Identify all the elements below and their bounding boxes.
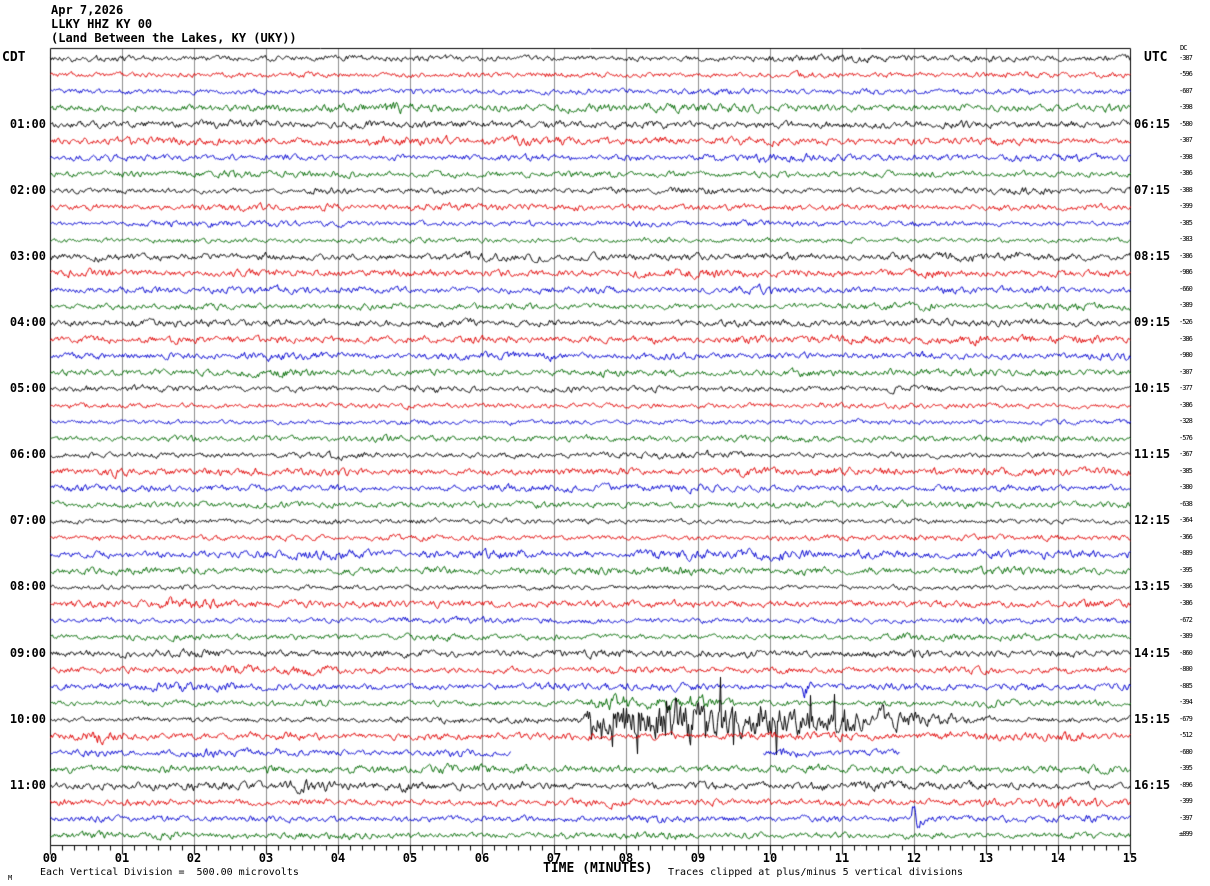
left-time-label: 07:00 <box>9 513 46 528</box>
dc-offset-value: -395 <box>1179 764 1193 773</box>
dc-offset-value: -638 <box>1179 499 1193 508</box>
dc-offset-value: -380 <box>1179 483 1193 492</box>
dc-offset-value: -388 <box>1179 185 1193 194</box>
dc-offset-value: -386 <box>1179 400 1193 409</box>
dc-offset-value: -672 <box>1179 615 1193 624</box>
x-axis-tick-label: 06 <box>474 851 490 865</box>
right-time-label: 11:15 <box>1134 447 1171 462</box>
x-axis-tick-label: 13 <box>978 851 994 865</box>
header-location: (Land Between the Lakes, KY (UKY)) <box>51 31 297 45</box>
right-time-label: 06:15 <box>1134 116 1171 131</box>
dc-offset-value: -386 <box>1179 598 1193 607</box>
right-time-label: 09:15 <box>1134 314 1171 329</box>
dc-offset-value: -398 <box>1179 152 1193 161</box>
dc-offset-value: -307 <box>1179 136 1193 145</box>
dc-offset-value: -367 <box>1179 450 1193 459</box>
left-time-label: 08:00 <box>9 579 46 594</box>
dc-offset-value: -389 <box>1179 632 1193 641</box>
left-time-label: 06:00 <box>9 447 46 462</box>
left-time-label: 09:00 <box>9 645 46 660</box>
dc-offset-value: ±899 <box>1179 830 1193 839</box>
dc-offset-value: -386 <box>1179 169 1193 178</box>
dc-offset-value: -328 <box>1179 417 1193 426</box>
dc-offset-value: -679 <box>1179 714 1193 723</box>
dc-offset-value: -395 <box>1179 565 1193 574</box>
x-axis-tick-label: 08 <box>618 851 634 865</box>
dc-offset-value: -889 <box>1179 549 1193 558</box>
x-axis-title: TIME (MINUTES) <box>543 861 653 876</box>
dc-offset-value: -885 <box>1179 681 1193 690</box>
left-time-label: 03:00 <box>9 248 46 263</box>
dc-column-header: DC <box>1180 44 1188 52</box>
right-time-label: 13:15 <box>1134 579 1171 594</box>
dc-offset-value: -364 <box>1179 516 1193 525</box>
dc-offset-value: -398 <box>1179 103 1193 112</box>
dc-offset-value: -397 <box>1179 813 1193 822</box>
right-time-label: 07:15 <box>1134 182 1171 197</box>
x-axis-tick-label: 09 <box>690 851 706 865</box>
dc-offset-value: -526 <box>1179 317 1193 326</box>
dc-offset-value: -860 <box>1179 648 1193 657</box>
dc-offset-value: -394 <box>1179 698 1193 707</box>
x-axis-tick-label: 14 <box>1050 851 1066 865</box>
dc-offset-value: -580 <box>1179 119 1193 128</box>
left-time-label: 01:00 <box>9 116 46 131</box>
dc-offset-value: -385 <box>1179 218 1193 227</box>
right-time-label: 14:15 <box>1134 645 1171 660</box>
dc-offset-value: -399 <box>1179 797 1193 806</box>
footer-clip-note: Traces clipped at plus/minus 5 vertical … <box>668 867 964 878</box>
dc-offset-value: -576 <box>1179 433 1193 442</box>
left-time-label: 05:00 <box>9 381 46 396</box>
dc-offset-value: -800 <box>1179 665 1193 674</box>
footer-tiny-mark: M <box>8 874 13 882</box>
dc-offset-value: -386 <box>1179 251 1193 260</box>
dc-offset-value: -307 <box>1179 367 1193 376</box>
right-time-label: 15:15 <box>1134 711 1171 726</box>
left-time-label: 02:00 <box>9 182 46 197</box>
dc-offset-value: -385 <box>1179 466 1193 475</box>
dc-offset-value: -399 <box>1179 202 1193 211</box>
right-time-label: 08:15 <box>1134 248 1171 263</box>
header-station: LLKY HHZ KY 00 <box>51 17 153 31</box>
header-date: Apr 7,2026 <box>51 3 124 17</box>
left-time-label: 04:00 <box>9 314 46 329</box>
x-axis-tick-label: 04 <box>330 851 346 865</box>
dc-offset-value: -387 <box>1179 53 1193 62</box>
dc-offset-value: -386 <box>1179 334 1193 343</box>
right-time-label: 10:15 <box>1134 381 1171 396</box>
dc-offset-value: -607 <box>1179 86 1193 95</box>
x-axis-tick-label: 10 <box>762 851 778 865</box>
dc-offset-value: -512 <box>1179 731 1193 740</box>
x-axis-tick-label: 15 <box>1122 851 1138 865</box>
right-time-label: 12:15 <box>1134 513 1171 528</box>
dc-offset-value: -896 <box>1179 780 1193 789</box>
dc-offset-value: -596 <box>1179 70 1193 79</box>
dc-offset-value: -377 <box>1179 384 1193 393</box>
x-axis-tick-label: 02 <box>186 851 202 865</box>
left-time-label: 10:00 <box>9 711 46 726</box>
x-axis-tick-label: 03 <box>258 851 274 865</box>
dc-offset-value: -986 <box>1179 268 1193 277</box>
dc-offset-value: -680 <box>1179 747 1193 756</box>
x-axis-tick-label: 11 <box>834 851 850 865</box>
dc-offset-value: -660 <box>1179 284 1193 293</box>
dc-offset-value: -386 <box>1179 582 1193 591</box>
dc-offset-value: -389 <box>1179 301 1193 310</box>
left-time-label: 11:00 <box>9 777 46 792</box>
dc-offset-value: -366 <box>1179 532 1193 541</box>
x-axis-tick-label: 01 <box>114 851 130 865</box>
right-timezone-label: UTC <box>1144 50 1168 65</box>
left-timezone-label: CDT <box>2 50 26 65</box>
x-axis-tick-label: 05 <box>402 851 418 865</box>
dc-offset-value: -980 <box>1179 351 1193 360</box>
footer-scale-note: Each Vertical Division = 500.00 microvol… <box>40 867 299 878</box>
x-axis-tick-label: 07 <box>546 851 562 865</box>
x-axis-tick-label: 12 <box>906 851 922 865</box>
dc-offset-value: -383 <box>1179 235 1193 244</box>
x-axis-tick-label: 00 <box>42 851 58 865</box>
right-time-label: 16:15 <box>1134 777 1171 792</box>
